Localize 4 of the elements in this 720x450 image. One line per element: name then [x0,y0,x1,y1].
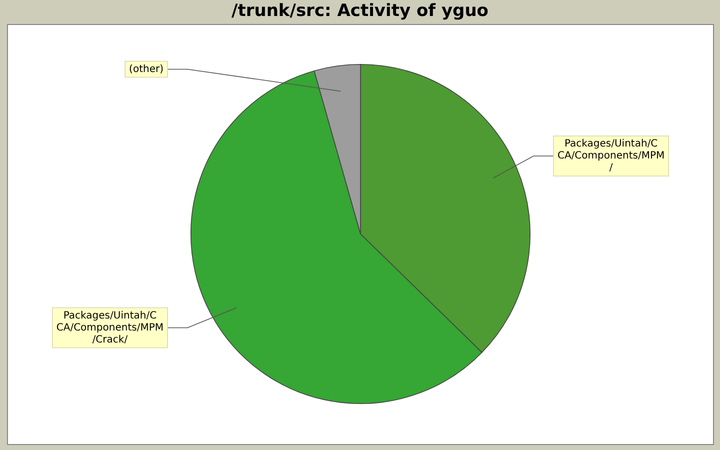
chart-title: /trunk/src: Activity of yguo [230,1,490,21]
slice-label: (other) [129,64,164,75]
slice-label: Packages/Uintah/CCA/Components/MPM/Crack/ [56,310,164,346]
slice-label: Packages/Uintah/CCA/Components/MPM/ [557,138,665,174]
